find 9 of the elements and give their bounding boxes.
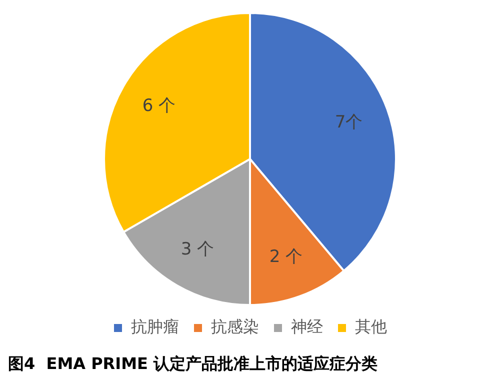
data-label: 3 个: [180, 239, 214, 260]
legend-label: 抗肿瘤: [131, 317, 179, 336]
legend-label: 其他: [355, 317, 387, 336]
data-label: 6 个: [142, 96, 176, 116]
legend-label: 神经: [291, 317, 323, 336]
data-label: 7个: [334, 112, 363, 132]
data-label: 2 个: [269, 247, 303, 268]
text: 图4 EMA PRIME 认定产品批准上市的适应症分类: [8, 354, 378, 375]
legend-label: 抗感染: [211, 317, 259, 336]
